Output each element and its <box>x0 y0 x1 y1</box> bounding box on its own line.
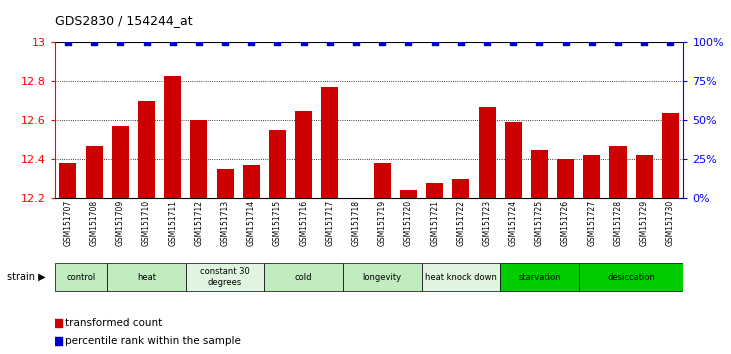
Point <box>140 40 152 45</box>
Bar <box>295 111 312 198</box>
Point <box>246 40 257 45</box>
FancyBboxPatch shape <box>500 263 579 291</box>
FancyBboxPatch shape <box>422 263 500 291</box>
Bar <box>138 101 155 198</box>
Point <box>115 40 126 45</box>
Point <box>403 40 414 45</box>
Point <box>481 40 493 45</box>
Point <box>612 40 624 45</box>
Bar <box>269 130 286 198</box>
Point <box>638 40 650 45</box>
Bar <box>557 159 574 198</box>
Bar <box>374 163 391 198</box>
Bar <box>531 150 548 198</box>
FancyBboxPatch shape <box>579 263 683 291</box>
Text: strain ▶: strain ▶ <box>7 272 46 282</box>
Bar <box>400 190 417 198</box>
Bar <box>504 122 522 198</box>
Text: cold: cold <box>295 273 312 281</box>
Bar <box>86 146 102 198</box>
Point <box>534 40 545 45</box>
Text: desiccation: desiccation <box>607 273 655 281</box>
Point <box>88 40 100 45</box>
Point <box>560 40 572 45</box>
Bar <box>190 120 208 198</box>
Point <box>272 40 284 45</box>
FancyBboxPatch shape <box>343 263 422 291</box>
Point <box>62 40 74 45</box>
Bar <box>164 76 181 198</box>
Point <box>586 40 598 45</box>
Point <box>455 40 466 45</box>
Point <box>193 40 205 45</box>
Point <box>664 40 676 45</box>
FancyBboxPatch shape <box>265 263 343 291</box>
Point <box>219 40 231 45</box>
Text: control: control <box>67 273 96 281</box>
FancyBboxPatch shape <box>186 263 265 291</box>
Text: longevity: longevity <box>363 273 402 281</box>
Text: starvation: starvation <box>518 273 561 281</box>
Bar <box>112 126 129 198</box>
Bar <box>243 165 260 198</box>
Point <box>429 40 441 45</box>
Bar <box>322 87 338 198</box>
Text: transformed count: transformed count <box>65 318 162 328</box>
Text: percentile rank within the sample: percentile rank within the sample <box>65 336 240 346</box>
Bar <box>216 169 234 198</box>
Bar <box>426 183 443 198</box>
Bar <box>59 163 77 198</box>
Point <box>324 40 336 45</box>
Text: GDS2830 / 154244_at: GDS2830 / 154244_at <box>55 14 192 27</box>
Point <box>298 40 309 45</box>
Bar <box>583 155 600 198</box>
Point <box>167 40 178 45</box>
FancyBboxPatch shape <box>107 263 186 291</box>
FancyBboxPatch shape <box>55 263 107 291</box>
Text: constant 30
degrees: constant 30 degrees <box>200 267 250 287</box>
Text: heat: heat <box>137 273 156 281</box>
Point <box>279 111 291 116</box>
Bar <box>662 113 679 198</box>
Bar <box>479 107 496 198</box>
Point <box>376 40 388 45</box>
Text: heat knock down: heat knock down <box>425 273 497 281</box>
Bar <box>636 155 653 198</box>
Point <box>350 40 362 45</box>
Bar <box>610 146 626 198</box>
Point <box>507 40 519 45</box>
Point <box>279 270 291 276</box>
Bar <box>452 179 469 198</box>
